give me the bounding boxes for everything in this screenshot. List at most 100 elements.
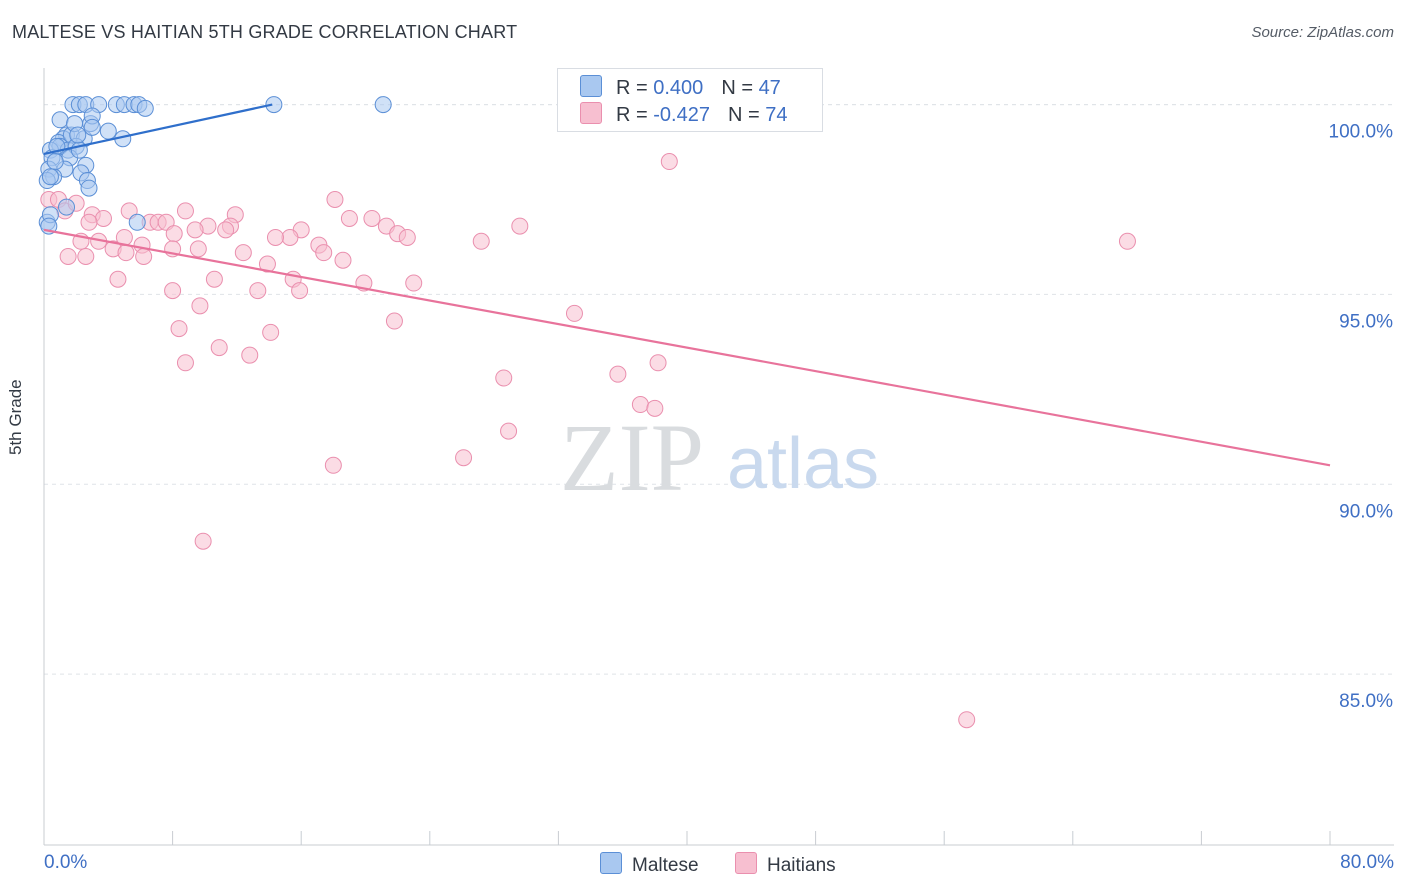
haitian-point-59: [210, 339, 228, 357]
haitian-point-64: [609, 365, 627, 383]
haitian-trend-line: [43, 228, 1331, 467]
y-tick-labels: 85.0% 90.0% 95.0% 100.0%: [1329, 122, 1394, 713]
series-legend: Maltese Haitians: [0, 852, 1406, 878]
haitian-point-7: [176, 202, 194, 220]
haitian-point-38: [189, 240, 207, 258]
legend-row-haitian: R = -0.427 N = 74: [580, 102, 787, 126]
haitian-point-1: [660, 153, 678, 171]
haitian-swatch: [580, 102, 602, 124]
haitian-point-43: [77, 247, 95, 265]
haitian-point-51: [164, 282, 182, 300]
maltese-r-label: R =: [616, 77, 654, 99]
haitian-point-29: [398, 228, 416, 246]
haitian-point-71: [1118, 232, 1136, 250]
x-tick-label-min: 0.0%: [44, 852, 88, 873]
haitian-point-69: [324, 456, 342, 474]
legend-row-maltese: R = 0.400 N = 47: [580, 75, 781, 99]
haitian-point-72: [958, 711, 976, 729]
maltese-point-36: [58, 198, 76, 216]
stats-legend: R = 0.400 N = 47 R = -0.427 N = 74: [557, 68, 823, 132]
haitian-point-6: [326, 191, 344, 209]
legend-item-haitians[interactable]: Haitians: [735, 852, 836, 877]
haitian-point-68: [455, 449, 473, 467]
maltese-point-8: [136, 99, 154, 117]
watermark: ZIP atlas: [560, 404, 879, 511]
haitian-point-58: [262, 323, 280, 341]
maltese-swatch: [580, 75, 602, 97]
maltese-point-14: [99, 122, 117, 140]
haitian-point-66: [646, 399, 664, 417]
watermark-atlas: atlas: [727, 424, 879, 504]
haitian-point-45: [258, 255, 276, 273]
haitian-point-57: [170, 320, 188, 338]
haitian-point-23: [186, 221, 204, 239]
y-tick-label-95: 95.0%: [1339, 311, 1393, 332]
maltese-point-44: [46, 153, 64, 171]
x-tick-label-max: 80.0%: [1340, 852, 1394, 873]
haitian-point-30: [472, 232, 490, 250]
axes: [43, 68, 1394, 846]
y-tick-label-85: 85.0%: [1339, 691, 1393, 712]
y-tick-label-100: 100.0%: [1329, 122, 1394, 143]
maltese-point-35: [41, 168, 59, 186]
haitian-point-62: [649, 354, 667, 372]
maltese-points: [38, 96, 392, 235]
haitian-point-28: [266, 228, 284, 246]
haitian-point-17: [511, 217, 529, 235]
haitian-point-53: [291, 282, 309, 300]
legend-item-maltese[interactable]: Maltese: [600, 852, 699, 877]
haitian-n-value: 74: [765, 104, 788, 126]
haitian-point-56: [565, 304, 583, 322]
maltese-point-40: [128, 213, 146, 231]
haitian-point-39: [234, 244, 252, 262]
maltese-point-9: [265, 96, 283, 114]
haitian-point-14: [340, 209, 358, 227]
haitian-point-63: [495, 369, 513, 387]
haitian-r-value: -0.427: [653, 104, 710, 126]
maltese-point-34: [80, 179, 98, 197]
haitian-points: [40, 96, 1136, 729]
haitian-point-27: [217, 221, 235, 239]
haitian-point-60: [241, 346, 259, 364]
haitian-point-44: [334, 251, 352, 269]
haitian-point-54: [191, 297, 209, 315]
gridlines: [44, 104, 1394, 675]
haitian-point-41: [315, 244, 333, 262]
maltese-n-label: N =: [721, 77, 759, 99]
haitian-point-42: [59, 247, 77, 265]
haitian-point-52: [249, 282, 267, 300]
y-tick-label-90: 90.0%: [1339, 501, 1393, 522]
watermark-zip: ZIP: [560, 404, 704, 511]
haitian-r-label: R =: [616, 104, 654, 126]
chart-title: MALTESE VS HAITIAN 5TH GRADE CORRELATION…: [12, 22, 518, 42]
maltese-r-value: 0.400: [653, 77, 704, 99]
haitian-point-22: [165, 225, 183, 243]
haitian-point-61: [176, 354, 194, 372]
haitian-point-25: [281, 228, 299, 246]
maltese-n-value: 47: [758, 77, 781, 99]
maltese-point-46: [83, 118, 101, 136]
haitian-point-55: [385, 312, 403, 330]
haitian-point-15: [363, 209, 381, 227]
haitian-point-65: [631, 396, 649, 414]
haitian-point-46: [109, 270, 127, 288]
maltese-point-11: [51, 111, 69, 129]
legend-maltese-swatch: [600, 852, 622, 874]
haitian-point-34: [117, 244, 135, 262]
haitian-point-70: [194, 532, 212, 550]
haitian-point-50: [405, 274, 423, 292]
maltese-point-45: [69, 126, 87, 144]
maltese-point-10: [374, 96, 392, 114]
haitian-point-67: [500, 422, 518, 440]
haitian-point-18: [80, 213, 98, 231]
legend-haitians-swatch: [735, 852, 757, 874]
source-label: Source: ZipAtlas.com: [1251, 24, 1394, 41]
trend-lines: [43, 103, 1331, 467]
haitian-n-label: N =: [727, 104, 766, 126]
legend-maltese-label: Maltese: [632, 855, 699, 876]
legend-haitians-label: Haitians: [767, 855, 836, 876]
haitian-point-37: [135, 247, 153, 265]
maltese-trend-line: [43, 103, 273, 156]
haitian-point-47: [205, 270, 223, 288]
